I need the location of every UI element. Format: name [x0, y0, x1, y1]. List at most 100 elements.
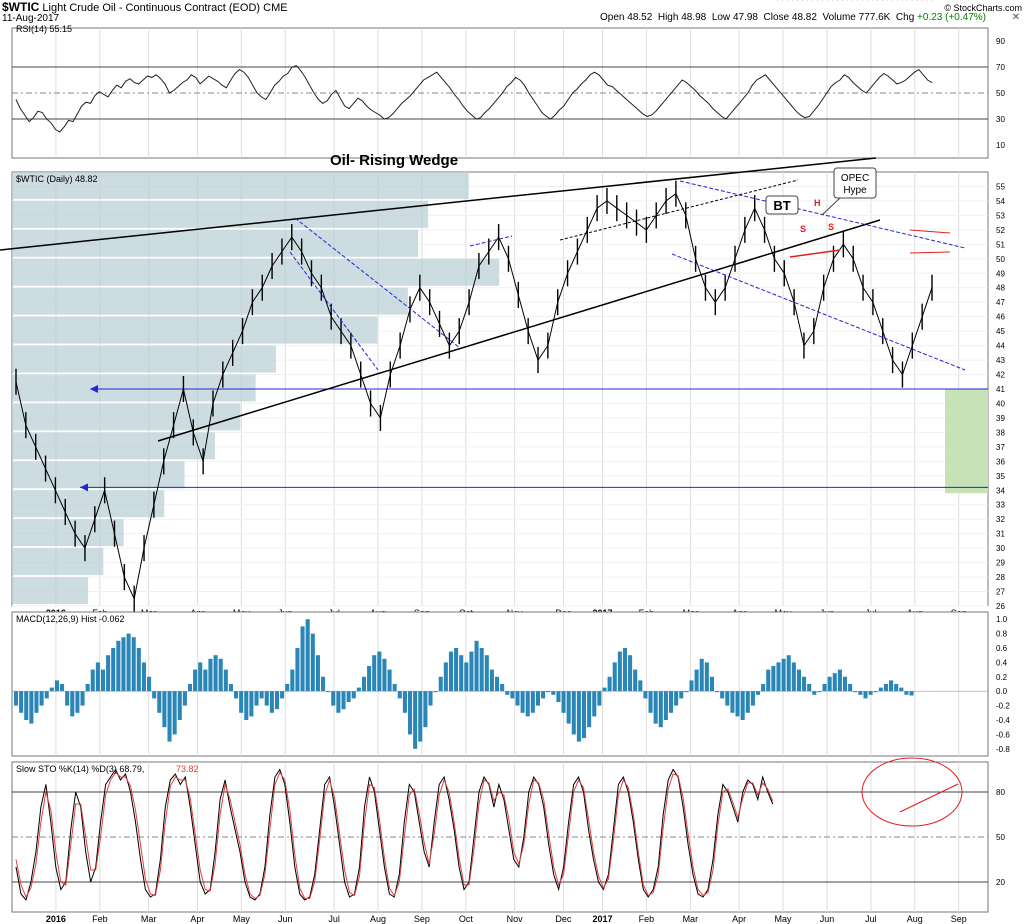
macd-tick-label: 1.0 — [996, 615, 1008, 624]
rsi-point — [594, 71, 595, 73]
sto-k-point — [40, 806, 42, 808]
sto-k-point — [184, 776, 186, 778]
sto-month-label: Jun — [820, 914, 835, 924]
macd-hist-bar — [561, 691, 566, 713]
sto-k-point — [179, 784, 181, 785]
macd-hist-bar — [781, 658, 786, 692]
sto-month-label: Feb — [92, 914, 108, 924]
rsi-point — [278, 81, 280, 82]
macd-hist-bar — [95, 662, 100, 692]
sto-d-point — [628, 787, 629, 788]
sto-d-point — [642, 884, 644, 886]
macd-hist-bar — [111, 648, 116, 692]
rsi-point — [410, 95, 411, 96]
sto-month-label: Mar — [683, 914, 699, 924]
sto-d-point — [324, 794, 325, 796]
sto-k-point — [603, 889, 604, 890]
macd-hist-bar — [341, 691, 346, 710]
rsi-point — [659, 105, 661, 107]
rsi-point — [414, 90, 416, 91]
rsi-point — [703, 99, 705, 100]
rsi-point — [602, 79, 604, 81]
macd-hist-bar — [413, 691, 418, 749]
rsi-point — [830, 86, 832, 87]
opec-callout: OPEC — [841, 173, 869, 184]
sto-d-point — [179, 779, 181, 781]
price-tick-label: 26 — [996, 602, 1005, 611]
macd-hist-bar — [126, 633, 131, 692]
sto-d-point — [214, 863, 216, 865]
sto-d-point — [563, 874, 564, 875]
rsi-point — [318, 99, 319, 100]
rsi-point — [927, 79, 928, 81]
sto-k-point — [389, 893, 390, 895]
volume-by-price-bar — [12, 490, 165, 518]
rsi-point — [116, 84, 118, 86]
sto-d-point — [662, 827, 664, 829]
rsi-point — [752, 84, 753, 86]
sto-d-point — [194, 833, 196, 835]
rsi-point — [269, 92, 271, 94]
rsi-point — [559, 109, 560, 111]
rsi-point — [616, 90, 617, 91]
rsi-point — [852, 82, 854, 83]
sto-k-point — [130, 791, 131, 793]
high-value: 48.98 — [681, 12, 707, 23]
macd-hist-bar — [131, 637, 136, 692]
rsi-point — [642, 113, 644, 115]
sto-k-point — [15, 866, 17, 868]
rsi-point — [217, 81, 218, 82]
rsi-point — [418, 84, 420, 86]
sto-k-point — [229, 806, 231, 808]
volume-value: 777.6K — [858, 12, 891, 23]
rsi-point — [773, 84, 775, 86]
sto-d-point — [204, 889, 206, 890]
sto-d-point — [60, 881, 62, 883]
rsi-point — [589, 74, 591, 76]
sto-d-point — [573, 791, 574, 793]
chg-label: Chg — [895, 12, 915, 23]
macd-hist-bar — [873, 691, 878, 693]
sto-d-point — [125, 776, 126, 778]
sto-month-label: Oct — [459, 914, 474, 924]
macd-hist-bar — [812, 691, 817, 695]
rsi-point — [94, 95, 96, 96]
sto-d-point — [304, 898, 306, 899]
high-label: High — [657, 12, 679, 23]
macd-hist-bar — [730, 691, 735, 713]
sto-d-point — [623, 779, 624, 781]
price-tick-label: 47 — [996, 298, 1005, 307]
sto-k-point — [533, 776, 535, 778]
sto-d-point — [219, 814, 221, 815]
sto-d-point — [105, 794, 106, 796]
rsi-point — [519, 79, 521, 81]
sto-k-point — [90, 881, 91, 883]
rsi-point — [677, 84, 679, 86]
rsi-point — [63, 126, 65, 128]
sto-k-point — [757, 799, 759, 800]
sto-k-point — [543, 806, 544, 808]
sto-k-point — [399, 874, 400, 875]
macd-hist-bar — [663, 691, 668, 720]
sto-d-point — [747, 782, 749, 784]
rsi-point — [85, 101, 87, 103]
sto-k-point — [105, 784, 106, 785]
rsi-point — [331, 94, 332, 95]
sto-d-point — [493, 800, 495, 802]
sto-k-point — [553, 874, 554, 875]
sto-k-point — [478, 791, 480, 793]
rsi-point — [72, 121, 74, 122]
sto-k-point — [503, 799, 505, 800]
sto-d-point — [274, 784, 276, 785]
rsi-point — [125, 81, 126, 82]
macd-hist-bar — [172, 691, 177, 735]
sto-d-point — [578, 779, 579, 781]
symbol-line: $WTIC Light Crude Oil - Continuous Contr… — [2, 0, 288, 14]
price-tick-label: 43 — [996, 356, 1005, 365]
close-icon[interactable]: ✕ — [1011, 12, 1021, 23]
rsi-point — [204, 79, 205, 81]
sto-d-point — [209, 890, 211, 892]
rsi-point — [169, 92, 170, 94]
rsi-point — [581, 83, 582, 85]
macd-hist-bar — [162, 691, 167, 728]
